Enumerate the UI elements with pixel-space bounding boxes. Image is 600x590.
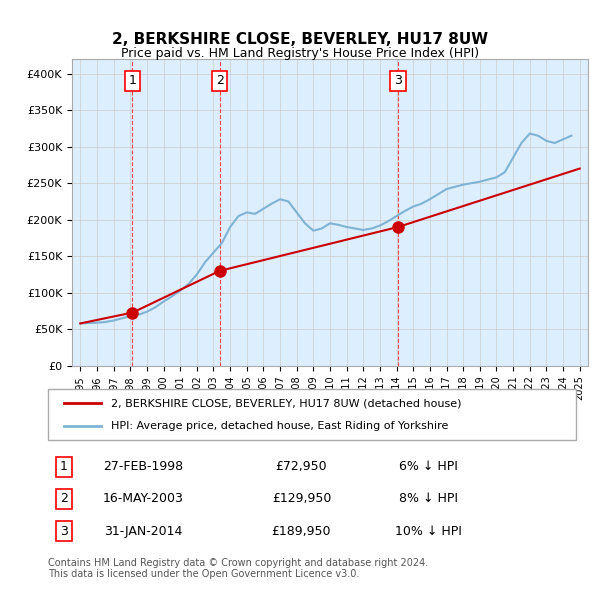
Text: This data is licensed under the Open Government Licence v3.0.: This data is licensed under the Open Gov… <box>48 569 359 579</box>
Text: 6% ↓ HPI: 6% ↓ HPI <box>399 460 458 473</box>
Text: 8% ↓ HPI: 8% ↓ HPI <box>398 493 458 506</box>
Text: £72,950: £72,950 <box>275 460 327 473</box>
Text: Price paid vs. HM Land Registry's House Price Index (HPI): Price paid vs. HM Land Registry's House … <box>121 47 479 60</box>
Text: £129,950: £129,950 <box>272 493 331 506</box>
Text: 27-FEB-1998: 27-FEB-1998 <box>103 460 183 473</box>
Text: 16-MAY-2003: 16-MAY-2003 <box>103 493 184 506</box>
Text: 2: 2 <box>60 493 68 506</box>
Text: 10% ↓ HPI: 10% ↓ HPI <box>395 525 461 537</box>
Text: £189,950: £189,950 <box>272 525 331 537</box>
Text: 2: 2 <box>216 74 224 87</box>
Text: 3: 3 <box>60 525 68 537</box>
Text: 2, BERKSHIRE CLOSE, BEVERLEY, HU17 8UW (detached house): 2, BERKSHIRE CLOSE, BEVERLEY, HU17 8UW (… <box>112 398 462 408</box>
Text: 2, BERKSHIRE CLOSE, BEVERLEY, HU17 8UW: 2, BERKSHIRE CLOSE, BEVERLEY, HU17 8UW <box>112 32 488 47</box>
Text: 31-JAN-2014: 31-JAN-2014 <box>104 525 182 537</box>
Text: Contains HM Land Registry data © Crown copyright and database right 2024.: Contains HM Land Registry data © Crown c… <box>48 558 428 568</box>
Text: HPI: Average price, detached house, East Riding of Yorkshire: HPI: Average price, detached house, East… <box>112 421 449 431</box>
Text: 1: 1 <box>60 460 68 473</box>
Text: 3: 3 <box>394 74 402 87</box>
FancyBboxPatch shape <box>48 389 576 440</box>
Text: 1: 1 <box>128 74 136 87</box>
